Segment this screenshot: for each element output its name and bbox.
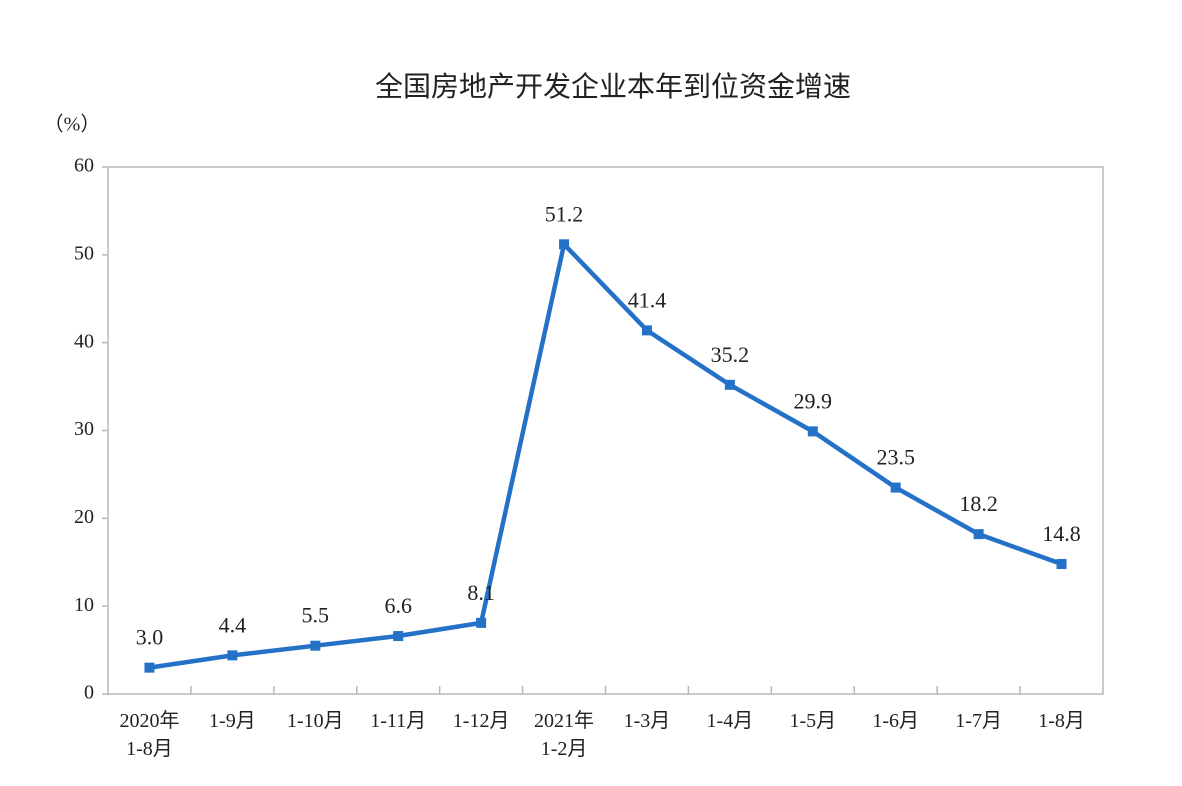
marker <box>1056 559 1067 570</box>
data-label: 51.2 <box>545 201 584 226</box>
y-tick-label: 40 <box>74 330 94 352</box>
data-label: 4.4 <box>219 612 247 637</box>
data-label: 29.9 <box>794 388 833 413</box>
x-tick-label: 1-8月 <box>1038 710 1085 732</box>
marker <box>641 325 652 336</box>
chart-title: 全国房地产开发企业本年到位资金增速 <box>375 70 851 103</box>
data-label: 5.5 <box>302 603 330 628</box>
marker <box>476 617 487 628</box>
marker <box>973 529 984 540</box>
marker <box>144 662 155 673</box>
marker <box>724 379 735 390</box>
marker <box>559 239 570 250</box>
x-tick-label: 2020年 1-8月 <box>119 709 179 760</box>
data-label: 14.8 <box>1042 521 1081 546</box>
x-tick-label: 1-5月 <box>789 710 836 732</box>
plot-frame <box>107 166 1104 695</box>
x-tick-label: 1-9月 <box>209 710 256 732</box>
x-tick-label: 1-6月 <box>872 710 919 732</box>
marker <box>227 650 238 661</box>
data-line <box>149 242 1063 670</box>
x-tick-label: 1-10月 <box>287 710 344 732</box>
y-tick-label: 30 <box>74 418 94 440</box>
data-label: 6.6 <box>384 593 412 618</box>
data-label: 35.2 <box>711 342 750 367</box>
y-axis-label: （%） <box>44 113 101 136</box>
data-label: 8.1 <box>467 580 495 605</box>
x-tick-label: 1-11月 <box>370 710 426 732</box>
marker <box>310 640 321 651</box>
y-tick-label: 20 <box>74 506 94 528</box>
y-tick-label: 0 <box>84 682 94 704</box>
x-tick-label: 1-3月 <box>624 710 671 732</box>
data-label: 41.4 <box>628 287 667 312</box>
x-tick-label: 1-4月 <box>707 710 754 732</box>
y-tick-label: 10 <box>74 594 94 616</box>
marker <box>890 482 901 493</box>
data-label: 18.2 <box>959 491 998 516</box>
marker <box>807 426 818 437</box>
y-tick-label: 60 <box>74 155 94 177</box>
x-tick-label: 1-7月 <box>955 710 1002 732</box>
x-tick-label: 1-12月 <box>453 710 510 732</box>
x-tick-label: 2021年 1-2月 <box>534 709 594 760</box>
data-label: 23.5 <box>876 445 915 470</box>
marker <box>393 631 404 642</box>
y-tick-label: 50 <box>74 242 94 264</box>
data-label: 3.0 <box>136 625 164 650</box>
